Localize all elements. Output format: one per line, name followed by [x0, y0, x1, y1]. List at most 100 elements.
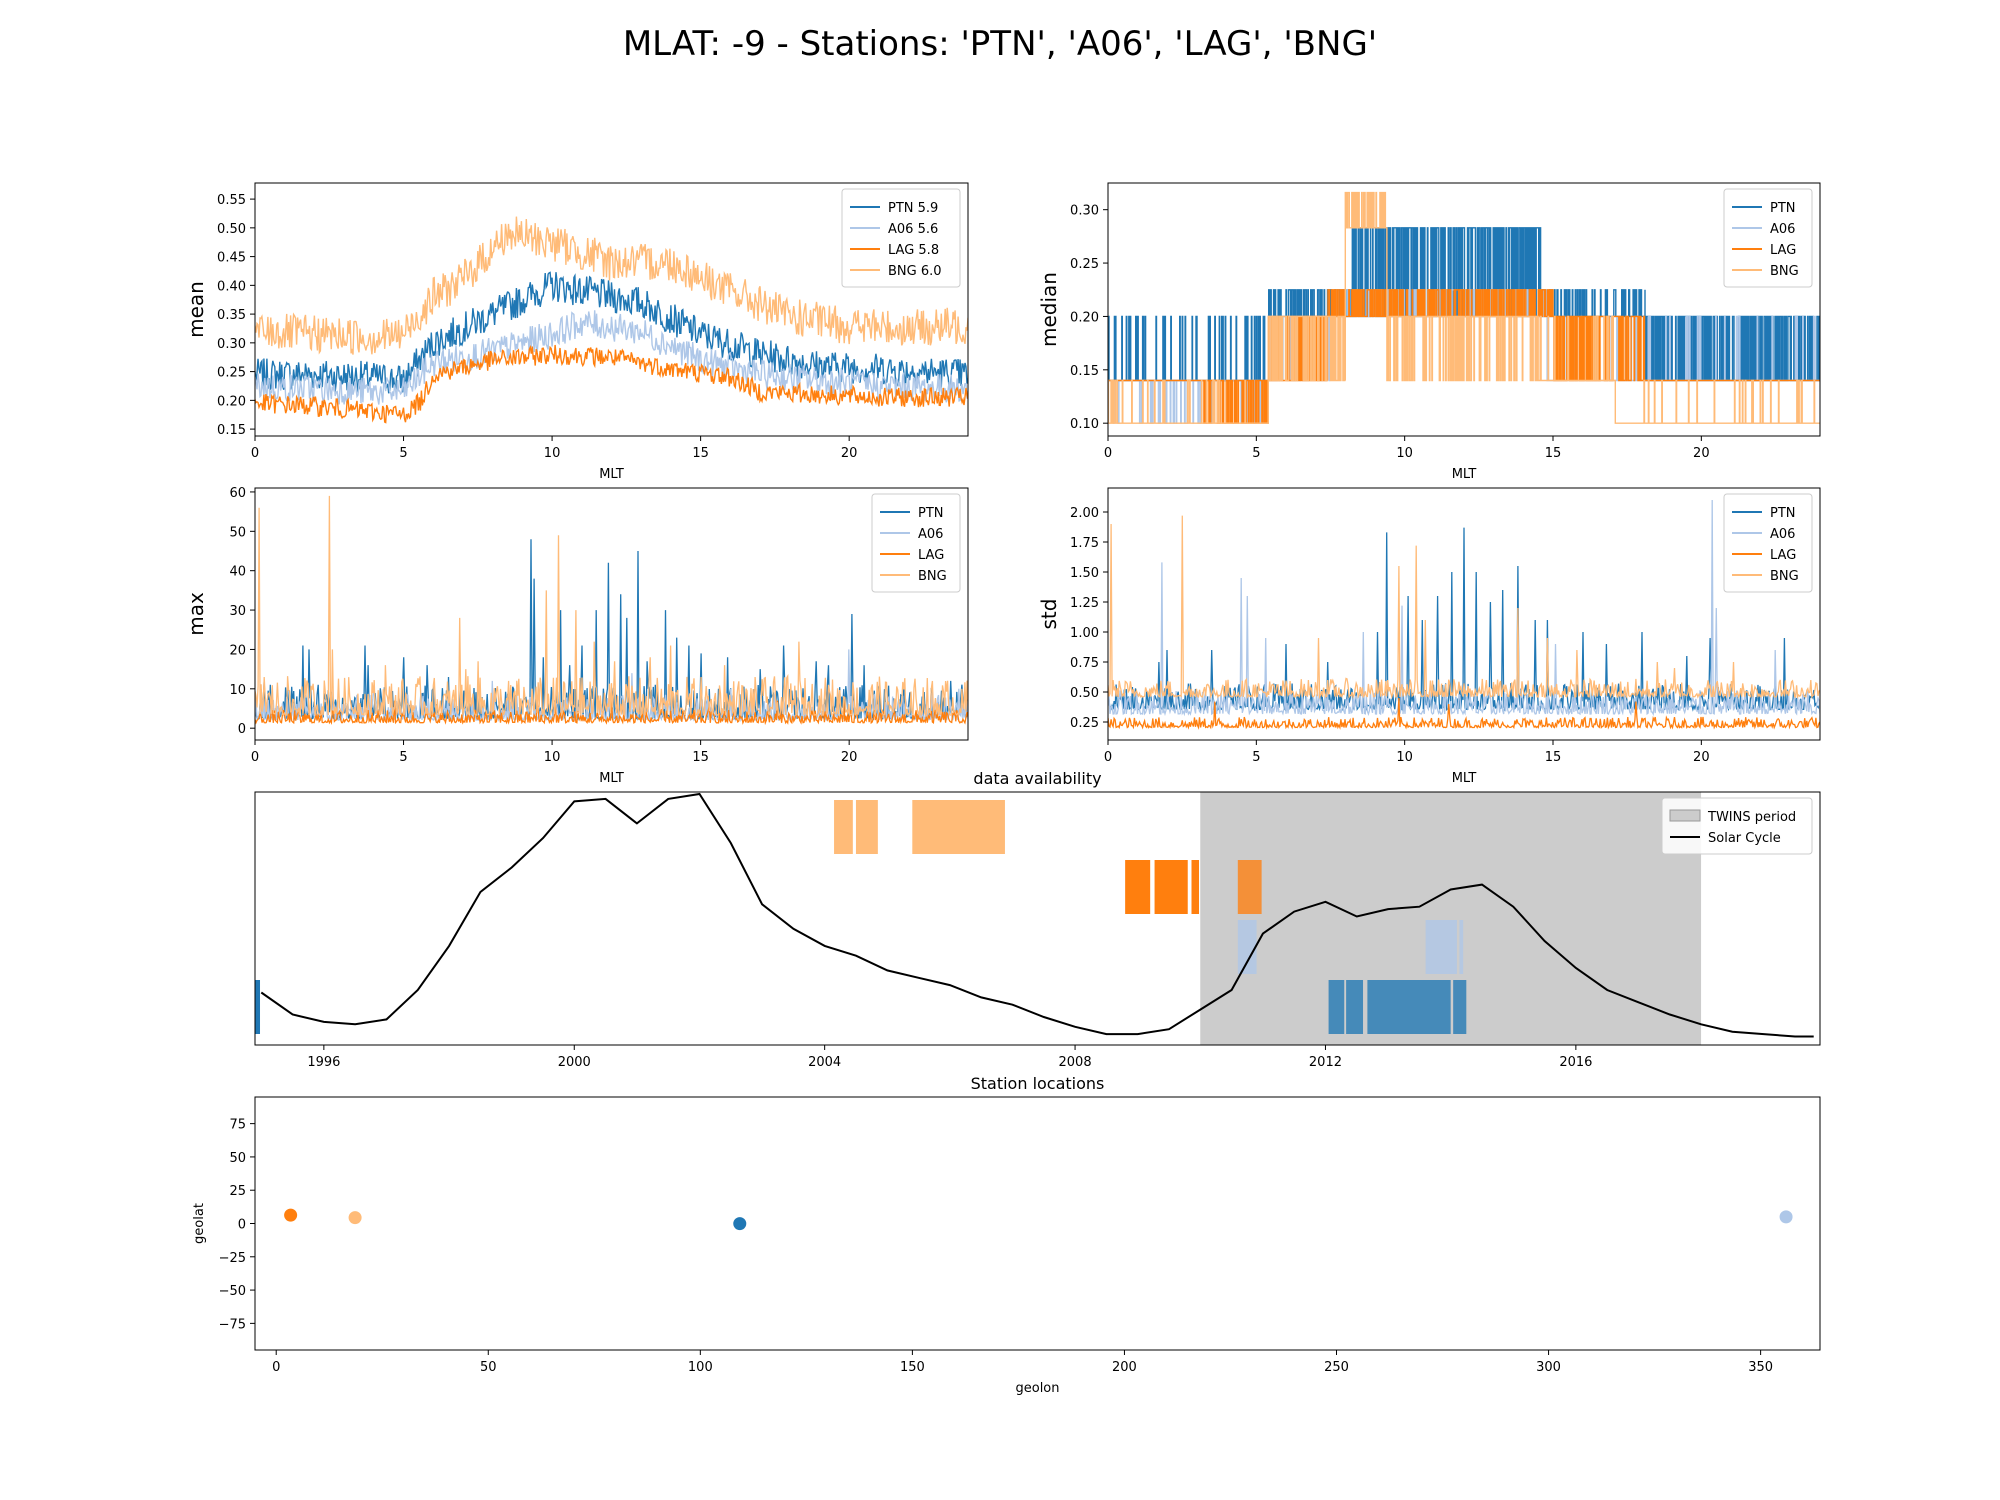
legend-box [871, 493, 961, 593]
x-tick-label: 5 [399, 446, 407, 461]
legend: TWINS period Solar Cycle [1661, 797, 1813, 855]
y-axis-label: median [1037, 272, 1061, 347]
y-tick-label: 0.25 [1070, 257, 1099, 272]
x-tick-label: 10 [544, 750, 561, 765]
availability-bar-PTN [1328, 980, 1345, 1034]
x-axis-label: MLT [1452, 771, 1477, 786]
station-point-PTN [733, 1217, 747, 1231]
availability-axes: 1996 2000 2004 2008 2012 2016 data availabilit… [254, 769, 1821, 1070]
figure-suptitle: MLAT: -9 - Stations: 'PTN', 'A06', 'LAG'… [623, 24, 1377, 64]
x-tick-label: 2012 [1309, 1055, 1342, 1070]
legend-label-PTN: PTN [1770, 201, 1796, 216]
legend-label-BNG: BNG 6.0 [888, 264, 942, 279]
y-tick-label: 0.75 [1070, 656, 1099, 671]
x-tick-label: 5 [399, 750, 407, 765]
y-tick-label: 1.50 [1070, 566, 1099, 581]
mean-panel: 0 5 10 15 20 0.15 0.20 0.25 0.30 0.35 0.40 0.45 0.50… [184, 182, 969, 482]
y-tick-label: 1.75 [1070, 536, 1099, 551]
legend-label-PTN: PTN [918, 506, 944, 521]
availability-plot [255, 792, 1814, 1045]
y-tick-label: 1.00 [1070, 626, 1099, 641]
y-tick-label: 2.00 [1070, 506, 1099, 521]
max-axes: 0 5 10 15 20 0 10 20 30 40 50 60 MLT max [184, 486, 969, 786]
series-BNG-line [1108, 515, 1820, 700]
x-tick-label: 300 [1536, 1360, 1561, 1375]
series-BNG-line [255, 495, 968, 718]
y-tick-label: 30 [229, 604, 246, 619]
x-tick-label: 5 [1252, 446, 1260, 461]
axes-frame [254, 487, 969, 741]
series-A06-line [1108, 499, 1820, 717]
series-PTN-line [255, 271, 968, 394]
series-LAG-line [1108, 697, 1820, 730]
y-tick-label: 75 [229, 1118, 246, 1133]
availability-bar-BNG [855, 800, 878, 854]
mean-plot [255, 216, 968, 424]
x-tick-label: 150 [900, 1360, 925, 1375]
legend-label-BNG: BNG [918, 569, 947, 584]
x-tick-label: 15 [1545, 446, 1562, 461]
x-tick-label: 15 [692, 446, 709, 461]
legend-label-LAG: LAG [1770, 243, 1796, 258]
legend-label-A06: A06 [1770, 222, 1795, 237]
y-axis-label: mean [184, 281, 208, 338]
availability-bar-A06 [1459, 920, 1464, 974]
availability-bar-LAG [1191, 860, 1200, 914]
y-axis-label: max [184, 592, 208, 636]
legend-label-BNG: BNG [1770, 264, 1799, 279]
station-point-LAG [284, 1208, 298, 1222]
legend-label-0: TWINS period [1707, 810, 1796, 825]
x-tick-label: 0 [1104, 750, 1112, 765]
x-tick-label: 15 [692, 750, 709, 765]
x-axis-label: MLT [599, 467, 624, 482]
x-tick-label: 20 [1693, 446, 1710, 461]
legend-patch [1669, 809, 1701, 822]
series-BNG-line [255, 216, 968, 355]
x-tick-label: 250 [1324, 1360, 1349, 1375]
max-panel: 0 5 10 15 20 0 10 20 30 40 50 60 MLT max PTN A06 LAG BNG [184, 486, 969, 786]
availability-panel: 1996 2000 2004 2008 2012 2016 data availabilit… [254, 769, 1821, 1070]
y-tick-label: 40 [229, 565, 246, 580]
max-plot [255, 495, 968, 726]
y-tick-label: 0.50 [1070, 686, 1099, 701]
x-axis-label: MLT [599, 771, 624, 786]
x-tick-label: 0 [251, 446, 259, 461]
x-tick-label: 10 [1396, 750, 1413, 765]
legend-label-A06: A06 [918, 527, 943, 542]
x-tick-label: 0 [251, 750, 259, 765]
availability-bar-A06 [1237, 920, 1257, 974]
mean-axes: 0 5 10 15 20 0.15 0.20 0.25 0.30 0.35 0.40 0.45 0.50… [184, 182, 969, 482]
availability-bar-PTN [1367, 980, 1451, 1034]
y-tick-label: −50 [219, 1284, 246, 1299]
legend: PTN A06 LAG BNG [1723, 188, 1813, 288]
y-tick-label: 0.45 [217, 251, 246, 266]
x-tick-label: 100 [688, 1360, 713, 1375]
y-tick-label: 0.25 [217, 366, 246, 381]
x-tick-label: 2008 [1059, 1055, 1092, 1070]
std-panel: 0 5 10 15 20 0.25 0.50 0.75 1.00 1.25 1.50 1.75 2.00… [1037, 487, 1821, 786]
y-tick-label: 0.20 [217, 394, 246, 409]
legend-label-PTN: PTN 5.9 [888, 201, 938, 216]
legend-label-A06: A06 [1770, 527, 1795, 542]
y-axis-label: std [1037, 599, 1061, 630]
y-tick-label: 1.25 [1070, 596, 1099, 611]
panel-title: Station locations [971, 1074, 1105, 1093]
x-tick-label: 10 [1396, 446, 1413, 461]
x-axis-label: MLT [1452, 467, 1477, 482]
y-tick-label: 0.15 [217, 423, 246, 438]
station-point-BNG [348, 1211, 362, 1225]
axes-frame [1107, 487, 1821, 741]
y-axis-label: geolat [192, 1203, 207, 1244]
legend-label-1: Solar Cycle [1708, 831, 1781, 846]
series-LAG-line [255, 344, 968, 424]
availability-bar-LAG [1154, 860, 1188, 914]
x-axis-label: geolon [1015, 1381, 1059, 1396]
station-point-A06 [1779, 1210, 1793, 1224]
axes-frame [254, 182, 969, 437]
median-plot [1108, 191, 1820, 424]
x-tick-label: 0 [272, 1360, 280, 1375]
x-tick-label: 5 [1252, 750, 1260, 765]
y-tick-label: 0.40 [217, 279, 246, 294]
series-A06-line [255, 310, 968, 405]
